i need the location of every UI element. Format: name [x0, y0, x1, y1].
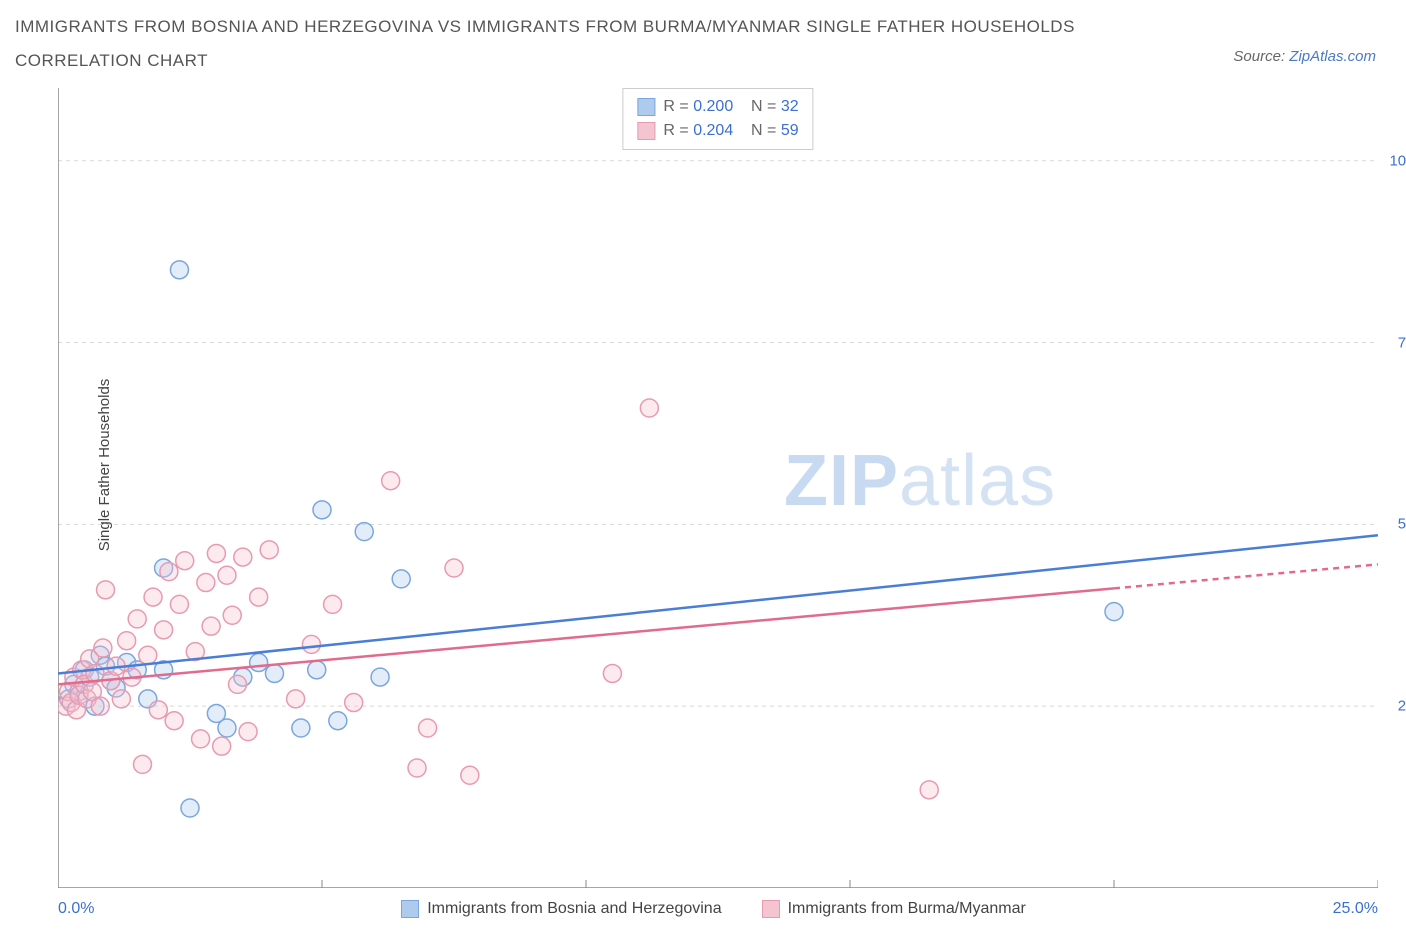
legend-swatch-burma — [762, 900, 780, 918]
source-link[interactable]: ZipAtlas.com — [1289, 48, 1376, 65]
legend-row-burma: R = 0.204 N = 59 — [637, 119, 798, 143]
x-axis-max-label: 25.0% — [1333, 900, 1378, 918]
r-label: R = — [663, 122, 693, 139]
r-value-burma: 0.204 — [693, 122, 733, 139]
r-value-bosnia: 0.200 — [693, 98, 733, 115]
n-label: N = — [751, 122, 781, 139]
plot-area: ZIPatlas R = 0.200 N = 32 R = 0.204 N = … — [58, 88, 1378, 888]
series-legend: Immigrants from Bosnia and Herzegovina I… — [401, 900, 1026, 918]
legend-swatch-bosnia — [637, 98, 655, 116]
legend-swatch-bosnia — [401, 900, 419, 918]
legend-swatch-burma — [637, 122, 655, 140]
n-value-bosnia: 32 — [781, 98, 799, 115]
x-axis-min-label: 0.0% — [58, 900, 94, 918]
n-label: N = — [751, 98, 781, 115]
n-value-burma: 59 — [781, 122, 799, 139]
legend-label-burma: Immigrants from Burma/Myanmar — [788, 900, 1026, 918]
legend-item-burma: Immigrants from Burma/Myanmar — [762, 900, 1026, 918]
legend-label-bosnia: Immigrants from Bosnia and Herzegovina — [427, 900, 721, 918]
x-axis-footer: 0.0% Immigrants from Bosnia and Herzegov… — [58, 900, 1378, 918]
y-tick-label: 10.0% — [1389, 152, 1406, 169]
y-tick-label: 5.0% — [1398, 516, 1406, 533]
y-tick-label: 2.5% — [1398, 698, 1406, 715]
source-attribution: Source: ZipAtlas.com — [1233, 48, 1376, 65]
r-label: R = — [663, 98, 693, 115]
chart-title-line2: CORRELATION CHART — [15, 44, 1075, 78]
chart-title-line1: IMMIGRANTS FROM BOSNIA AND HERZEGOVINA V… — [15, 10, 1075, 44]
legend-row-bosnia: R = 0.200 N = 32 — [637, 95, 798, 119]
y-tick-label: 7.5% — [1398, 334, 1406, 351]
source-prefix: Source: — [1233, 48, 1289, 65]
correlation-legend: R = 0.200 N = 32 R = 0.204 N = 59 — [622, 88, 813, 150]
legend-item-bosnia: Immigrants from Bosnia and Herzegovina — [401, 900, 721, 918]
scatter-plot — [58, 88, 1378, 888]
